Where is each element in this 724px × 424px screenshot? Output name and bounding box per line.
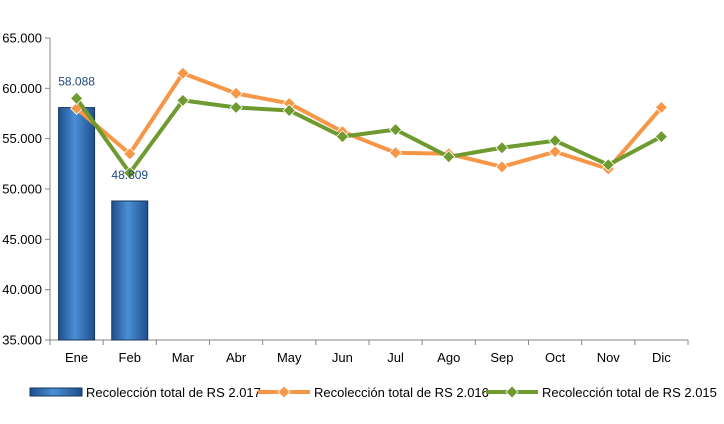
y-tick-label: 45.000 [2, 232, 42, 247]
y-tick-label: 55.000 [2, 131, 42, 146]
x-tick-label: May [277, 350, 302, 365]
series-line [75, 71, 663, 171]
point-marker [176, 66, 190, 80]
point-marker [548, 134, 562, 148]
legend-marker [277, 385, 291, 399]
point-marker [176, 93, 190, 107]
y-tick-label: 40.000 [2, 282, 42, 297]
x-tick-label: Abr [226, 350, 247, 365]
legend-label: Recolección total de RS 2.016 [314, 385, 489, 400]
point-marker [495, 160, 509, 174]
legend-label: Recolección total de RS 2.017 [86, 385, 261, 400]
x-tick-label: Feb [119, 350, 141, 365]
bar-data-label: 58.088 [58, 75, 95, 89]
point-marker [335, 130, 349, 144]
bar [58, 107, 96, 341]
point-marker [389, 123, 403, 137]
point-marker [548, 145, 562, 159]
point-marker [123, 147, 137, 161]
series-line [74, 97, 663, 175]
bar-series [58, 107, 149, 341]
y-tick-label: 60.000 [2, 81, 42, 96]
y-tick-label: 65.000 [2, 31, 42, 46]
point-marker [123, 166, 137, 180]
y-tick-label: 50.000 [2, 182, 42, 197]
point-marker [442, 150, 456, 164]
point-marker [654, 130, 668, 144]
x-tick-label: Nov [597, 350, 621, 365]
point-marker [282, 103, 296, 118]
legend-label: Recolección total de RS 2.015 [542, 385, 717, 400]
x-tick-label: Mar [172, 350, 195, 365]
line-series [70, 66, 668, 180]
point-marker [654, 100, 668, 115]
point-marker [229, 100, 243, 115]
bar-data-label: 48.809 [111, 168, 148, 182]
x-tick-label: Sep [490, 350, 513, 365]
point-marker [495, 141, 509, 155]
legend-marker [505, 385, 519, 399]
point-marker [601, 158, 615, 172]
point-marker [229, 86, 243, 100]
data-labels: 58.088 48.809 [58, 75, 148, 182]
x-tick-label: Ene [65, 350, 88, 365]
x-tick-label: Oct [545, 350, 566, 365]
x-tick-label: Ago [437, 350, 460, 365]
axes: 35.000 40.000 45.000 50.000 55.000 60.000 65.0… [2, 31, 689, 365]
bar [111, 200, 149, 341]
legend-swatch [29, 387, 83, 397]
point-marker [70, 91, 84, 105]
point-marker [389, 146, 403, 160]
x-tick-label: Jun [332, 350, 353, 365]
legend: Recolección total de RS 2.017 Recolección… [29, 385, 717, 400]
y-tick-label: 35.000 [2, 333, 42, 348]
x-tick-label: Dic [652, 350, 671, 365]
x-tick-label: Jul [387, 350, 404, 365]
